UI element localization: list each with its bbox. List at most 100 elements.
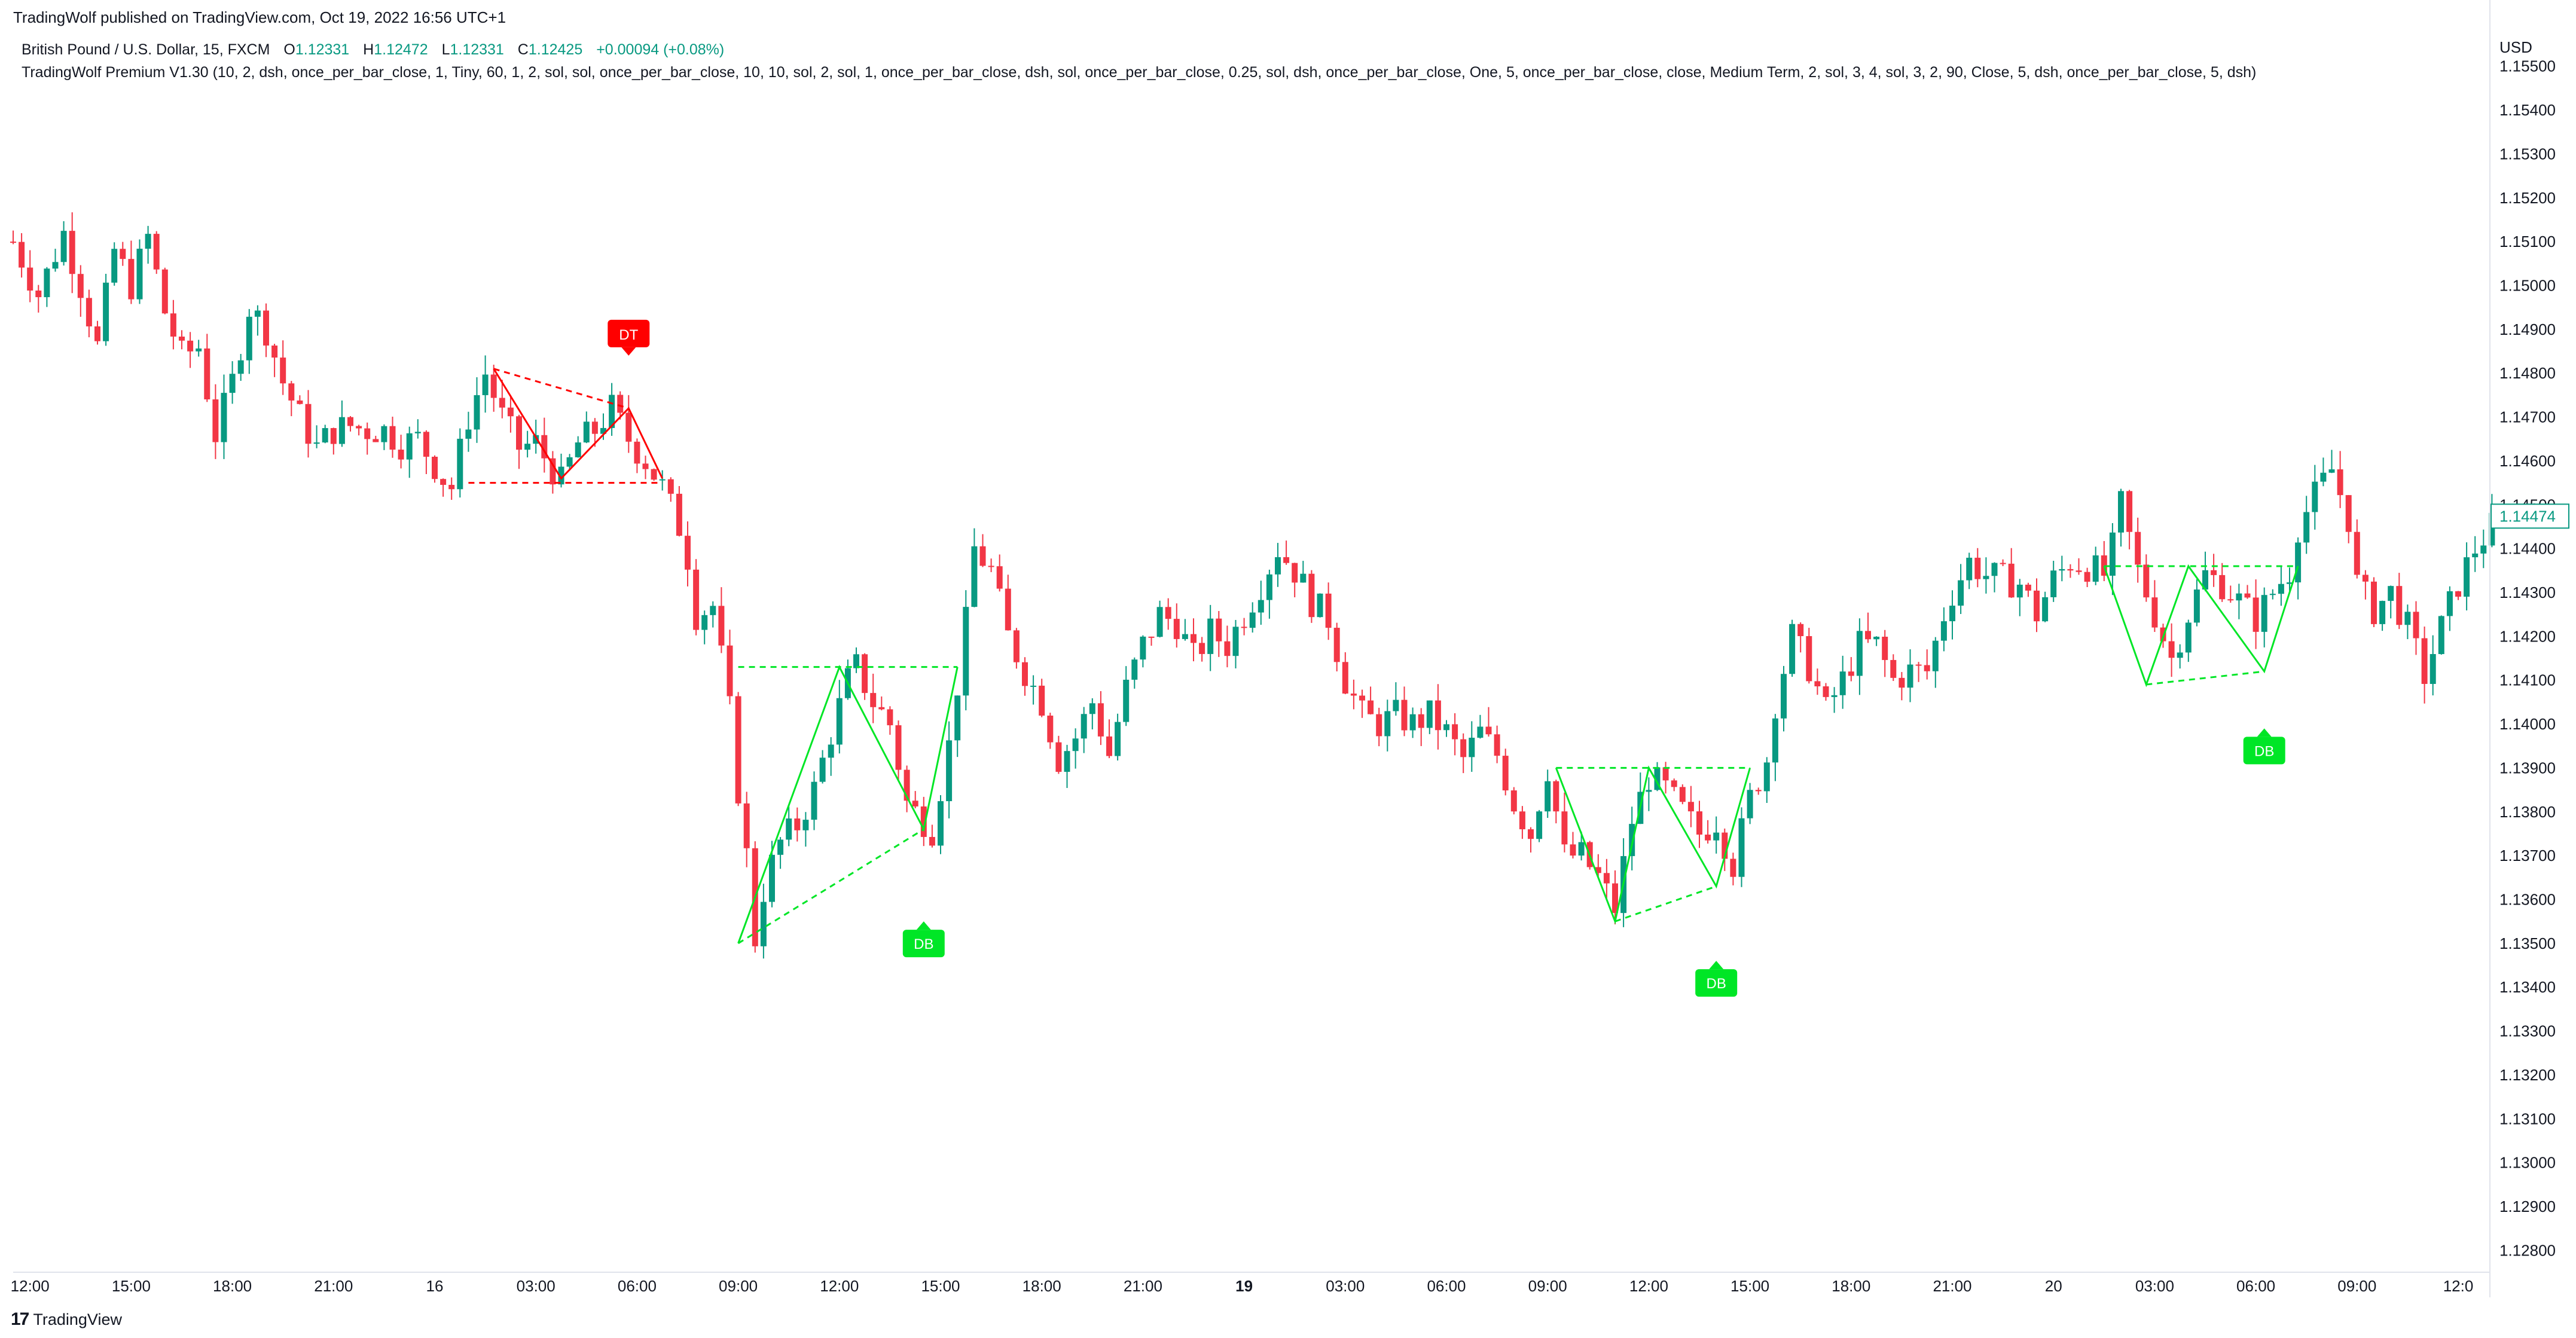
candle-body [2328,469,2335,473]
candle [1131,657,1138,689]
candle [1966,552,1973,589]
candle-body [735,696,741,804]
footer-brand[interactable]: 17 TradingView [11,1309,122,1330]
candle-body [760,902,767,946]
candle-body [862,654,868,694]
candle [1434,684,1441,750]
candle-body [2253,597,2259,632]
ohlc-high-label: H [363,41,374,58]
candle-body [440,479,447,485]
footer-brand-text: TradingView [33,1310,122,1328]
candle [448,477,455,500]
candle-body [465,429,472,439]
x-tick-label: 12:0 [2443,1277,2474,1295]
candle [2109,523,2116,595]
pattern-badge[interactable]: DB [1695,961,1738,997]
candle-body [2464,557,2470,597]
candle [1629,807,1635,870]
candle [1097,691,1104,746]
indicator-legend-row[interactable]: TradingWolf Premium V1.30 (10, 2, dsh, o… [22,64,2257,81]
price-axis[interactable]: USD 1.15500 1.15400 1.15300 1.15200 1.15100 1… [2499,38,2556,1259]
candle-body [94,326,100,341]
candle-body [1823,686,1829,697]
candle [406,426,413,478]
candle [103,274,109,346]
candle-body [1131,659,1138,680]
badge-pointer [2257,728,2272,737]
x-tick-label: 09:00 [719,1277,758,1295]
candle-body [128,259,135,300]
y-tick-label: 1.14100 [2499,671,2556,689]
candle-body [786,818,792,840]
pattern-badge[interactable]: DB [902,921,945,958]
candle [1839,655,1846,709]
candle-body [1013,630,1020,662]
symbol-legend-row[interactable]: British Pound / U.S. Dollar, 15, FXCM O1… [22,38,2256,61]
pattern-badge[interactable]: DT [608,319,650,356]
candle-body [541,435,548,459]
candle [414,419,421,439]
candle [2404,604,2411,640]
candle [929,824,935,848]
candle [862,653,868,700]
candle [634,438,640,474]
candle-body [1730,859,1736,877]
candle-body [912,801,918,807]
candle [2354,519,2360,579]
candle [2008,548,2015,598]
candle-body [263,310,269,346]
candle-body [1005,588,1011,631]
candle-body [136,248,143,300]
candle [254,305,261,336]
candle-body [2388,586,2394,601]
candle-body [52,262,59,269]
y-tick-label: 1.13900 [2499,759,2556,777]
pattern-badge[interactable]: DB [2243,728,2285,765]
candle-body [2076,570,2082,572]
candle-body [727,645,733,697]
candle [710,601,716,628]
candle-body [2287,582,2293,584]
candle-body [1055,742,1062,772]
candle [2227,585,2234,603]
candle [2328,450,2335,474]
double-top-pattern: DT [468,319,664,484]
candle-body [1924,665,1930,671]
candle [170,300,176,350]
badge-box [608,319,650,347]
candle-body [566,457,573,467]
candle-body [448,485,455,490]
candle-body [1570,844,1576,856]
candle-body [2109,532,2116,576]
candle [356,424,362,436]
candle [794,807,801,842]
candle-body [1890,659,1897,678]
candle-body [482,374,489,395]
candle-body [710,606,716,615]
candle-body [389,426,396,450]
candle [1081,707,1087,753]
candle-body [1781,674,1787,719]
candle [1831,687,1838,713]
candle [853,647,859,673]
candle-body [170,313,176,337]
candle [1907,649,1913,702]
candle [1089,698,1095,730]
candle-body [347,417,353,426]
candle [1797,622,1804,653]
last-price-marker: 1.14474 [2490,503,2569,529]
candle [904,765,910,812]
ohlc-low-value: 1.12331 [450,41,504,58]
candle [1890,654,1897,682]
candle [1528,827,1534,853]
time-axis[interactable]: 12:00 15:00 18:00 21:00 16 03:00 06:00 09:00 12:… [11,1277,2474,1295]
candle [2059,555,2065,582]
symbol-name[interactable]: British Pound / U.S. Dollar, 15, FXCM [22,41,270,58]
candle-body [996,566,1003,589]
candle [2042,591,2049,622]
candle-body [1460,739,1467,757]
candle-body [1595,867,1601,873]
candle [432,455,438,483]
candle [558,453,564,488]
